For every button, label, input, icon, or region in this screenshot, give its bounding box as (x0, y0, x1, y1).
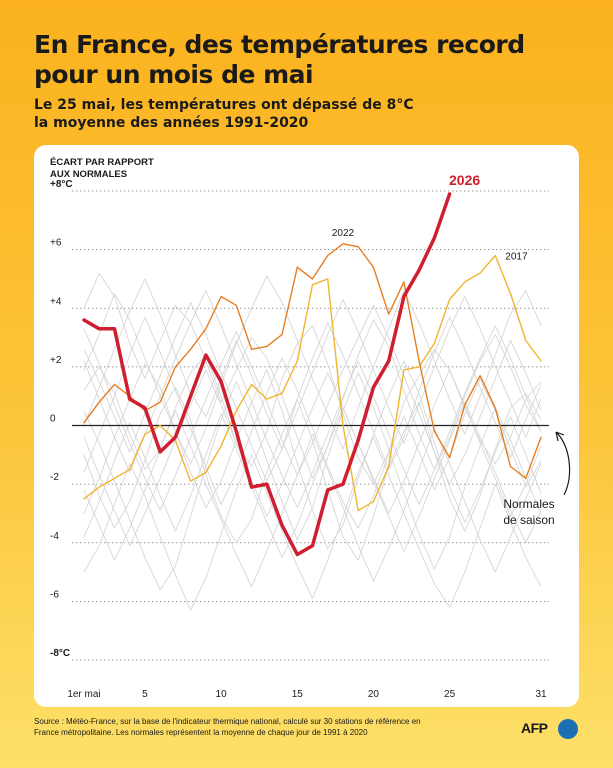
historical-series-layer (83, 272, 542, 611)
x-tick-label: 10 (216, 689, 228, 700)
series-label-2022: 2022 (332, 228, 355, 239)
y-tick-label: +8°C (50, 179, 73, 190)
highlighted-series-layer: 2017 2022 2026 (82, 172, 542, 557)
x-tick-label: 5 (142, 689, 148, 700)
y-tick-label: -8°C (50, 648, 70, 659)
source-note: Source : Météo-France, sur la base de l'… (34, 716, 484, 738)
historical-series-line (83, 290, 542, 509)
page-title: En France, des températures record pour … (34, 30, 594, 90)
historical-series-line (83, 325, 542, 485)
series-label-2026: 2026 (449, 172, 480, 188)
historical-series-line (83, 278, 542, 450)
subtitle-line-2: la moyenne des années 1991-2020 (34, 115, 309, 131)
series-line-2026 (82, 192, 452, 557)
x-tick-label: 1er mai (67, 689, 100, 700)
x-tick-label: 20 (368, 689, 380, 700)
y-axis-title-line-2: AUX NORMALES (50, 169, 127, 180)
historical-series-line (83, 304, 542, 511)
title-line-2: pour un mois de mai (34, 60, 314, 89)
subtitle-line-1: Le 25 mai, les températures ont dépassé … (34, 97, 414, 113)
historical-series-line (83, 360, 542, 550)
historical-series-line (83, 386, 542, 561)
axis-layer: +8°C +6 +4 +2 0 -2 -4 -6 -8°C 1er mai 5 10 15 20 25 31 (50, 179, 547, 700)
page-subtitle: Le 25 mai, les températures ont dépassé … (34, 96, 594, 132)
x-tick-label: 15 (292, 689, 304, 700)
source-line-1: Source : Météo-France, sur la base de l'… (34, 717, 421, 726)
y-tick-label: +4 (50, 296, 62, 307)
x-tick-label: 31 (535, 689, 547, 700)
afp-logo: AFP (521, 718, 581, 740)
series-line-2017 (83, 254, 542, 512)
series-line-2022 (83, 243, 542, 479)
annotation-line-2: de saison (503, 513, 554, 527)
historical-series-line (83, 316, 542, 529)
y-tick-label: -6 (50, 589, 59, 600)
y-tick-label: 0 (50, 414, 56, 425)
historical-series-line (83, 301, 542, 482)
y-tick-label: -2 (50, 472, 59, 483)
historical-series-line (83, 372, 542, 591)
afp-globe-icon (558, 719, 578, 739)
title-line-1: En France, des températures record (34, 30, 525, 59)
y-axis-title-line-1: ÉCART PAR RAPPORT (50, 157, 154, 168)
y-tick-label: -4 (50, 531, 59, 542)
source-line-2: France métropolitaine. Les normales repr… (34, 728, 368, 737)
chart-card: 2017 2022 2026 +8°C +6 +4 +2 0 -2 -4 -6 -8°C 1er ma… (34, 145, 579, 707)
annotation-arrow (555, 431, 571, 496)
series-label-2017: 2017 (505, 251, 528, 262)
historical-series-line (83, 401, 542, 558)
annotation-line-1: Normales (503, 497, 554, 511)
line-chart: 2017 2022 2026 +8°C +6 +4 +2 0 -2 -4 -6 -8°C 1er ma… (50, 157, 571, 700)
annotation-arrowhead (555, 431, 565, 442)
y-tick-label: +2 (50, 355, 62, 366)
historical-series-line (83, 272, 542, 479)
historical-series-line (83, 436, 542, 611)
y-tick-label: +6 (50, 238, 62, 249)
afp-logo-text: AFP (521, 720, 548, 736)
x-tick-label: 25 (444, 689, 456, 700)
